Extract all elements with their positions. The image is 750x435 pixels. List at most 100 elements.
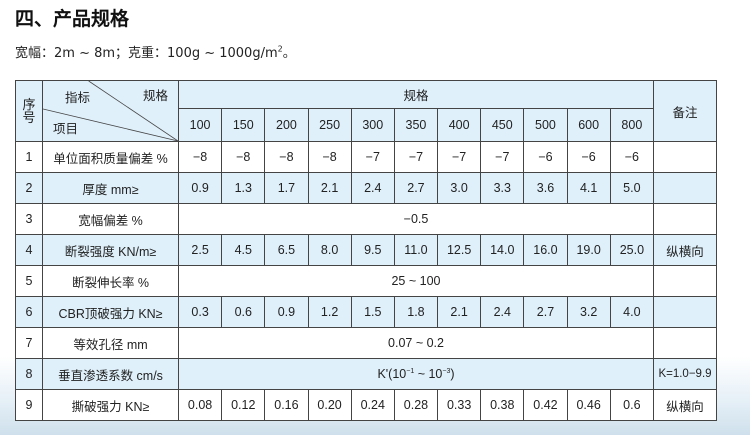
value-cell: 1.5	[350, 296, 395, 328]
diagonal-lines	[43, 81, 178, 141]
value-cell: 3.0	[437, 172, 482, 204]
item-label: 项目	[53, 122, 79, 136]
merged-value-cell: 0.07 ~ 0.2	[178, 327, 654, 359]
header-row: 序号 指标 规格 项目 规格 备注	[15, 79, 717, 142]
remark-cell	[653, 172, 717, 204]
value-cell: 25.0	[609, 234, 655, 266]
value-cell: 2.7	[523, 296, 568, 328]
value-cell: 2.1	[307, 172, 352, 204]
value-cell: 0.20	[307, 389, 352, 421]
value-cell: 0.28	[393, 389, 439, 421]
row-number: 5	[15, 265, 43, 297]
spec-group-header: 规格	[178, 79, 654, 110]
merged-value-cell: −0.5	[178, 203, 654, 235]
value-cell: 12.5	[437, 234, 482, 266]
summary-sup: 2	[277, 44, 283, 54]
value-cell: −7	[350, 141, 395, 173]
value-cell: −6	[566, 141, 611, 173]
spec-header-cell: 250	[307, 108, 352, 142]
spec-header-cell: 200	[264, 108, 309, 142]
value-cell: 3.2	[566, 296, 611, 328]
remark-cell: 纵横向	[653, 234, 717, 266]
remark-cell	[653, 265, 717, 297]
item-name: 单位面积质量偏差 %	[42, 141, 179, 173]
value-cell: 0.33	[437, 389, 482, 421]
value-cell: 8.0	[307, 234, 352, 266]
item-name: 厚度 mm≥	[42, 172, 179, 204]
spec-header-cell: 150	[221, 108, 266, 142]
value-cell: −8	[264, 141, 309, 173]
spec-table: 序号 指标 规格 项目 规格 备注 100 150 200 250 300 350 400 4…	[15, 79, 717, 421]
section-title: 四、产品规格	[15, 8, 130, 30]
merged-value-cell: K'(10−1 ~ 10−3)	[178, 358, 654, 390]
spec-header-cell: 300	[350, 108, 395, 142]
value-cell: 2.4	[350, 172, 395, 204]
value-cell: 5.0	[609, 172, 655, 204]
value-cell: 2.5	[177, 234, 223, 266]
value-cell: 3.3	[480, 172, 525, 204]
remark-cell	[653, 141, 717, 173]
table-row: 1 单位面积质量偏差 % −8 −8 −8 −8 −7 −7 −7 −7 −6 −6 −6	[15, 141, 717, 173]
corner-header: 指标 规格 项目	[42, 80, 179, 142]
value-part: −1	[406, 367, 415, 375]
table-row: 9 撕破强力 KN≥ 0.08 0.12 0.16 0.20 0.24 0.28 0.33 0.3…	[15, 389, 717, 421]
value-cell: −8	[221, 141, 266, 173]
value-cell: 3.6	[523, 172, 568, 204]
value-cell: 1.2	[307, 296, 352, 328]
value-cell: 0.38	[480, 389, 525, 421]
item-name: 垂直渗透系数 cm/s	[42, 358, 179, 390]
value-cell: 0.6	[221, 296, 266, 328]
table-row: 2 厚度 mm≥ 0.9 1.3 1.7 2.1 2.4 2.7 3.0 3.3 3.6 4.1 5.0	[15, 172, 717, 204]
merged-value-cell: 25 ~ 100	[178, 265, 654, 297]
value-cell: 14.0	[480, 234, 525, 266]
value-cell: −7	[393, 141, 439, 173]
table-row: 5 断裂伸长率 % 25 ~ 100	[15, 265, 717, 297]
value-cell: −7	[437, 141, 482, 173]
value-part: )	[450, 367, 455, 381]
value-cell: 9.5	[350, 234, 395, 266]
value-part: −3	[442, 367, 451, 375]
value-cell: −6	[609, 141, 655, 173]
row-number: 6	[15, 296, 43, 328]
table-row: 3 宽幅偏差 % −0.5	[15, 203, 717, 235]
item-name: 宽幅偏差 %	[42, 203, 179, 235]
value-cell: −7	[480, 141, 525, 173]
spec-header-cell: 450	[480, 108, 525, 142]
value-cell: 6.5	[264, 234, 309, 266]
value-cell: 0.12	[221, 389, 266, 421]
summary-text: 宽幅：2m ~ 8m；克重：100g ~ 1000g/m	[15, 46, 278, 61]
value-cell: 0.9	[264, 296, 309, 328]
spec-row: 100 150 200 250 300 350 400 450 500 600 800	[16, 108, 717, 142]
summary-end: 。	[282, 46, 296, 61]
value-cell: 1.7	[264, 172, 309, 204]
row-number: 4	[15, 234, 43, 266]
row-number: 7	[15, 327, 43, 359]
value-cell: 19.0	[566, 234, 611, 266]
value-cell: 4.0	[609, 296, 655, 328]
remark-cell	[653, 296, 717, 328]
row-number: 8	[15, 358, 43, 390]
value-cell: 0.08	[177, 389, 223, 421]
item-name: CBR顶破强力 KN≥	[42, 296, 179, 328]
item-name: 撕破强力 KN≥	[42, 389, 179, 421]
item-name: 断裂伸长率 %	[42, 265, 179, 297]
value-cell: 16.0	[523, 234, 568, 266]
item-name: 等效孔径 mm	[42, 327, 179, 359]
value-cell: 2.4	[480, 296, 525, 328]
seq-header: 序号	[15, 80, 43, 142]
value-cell: 4.5	[221, 234, 266, 266]
value-part: K'(10	[377, 367, 407, 381]
remark-header: 备注	[653, 80, 717, 142]
value-cell: 4.1	[566, 172, 611, 204]
spec-header-cell: 500	[523, 108, 568, 142]
remark-cell	[653, 203, 717, 235]
spec-label: 规格	[142, 89, 168, 103]
row-number: 1	[15, 141, 43, 173]
value-cell: 0.46	[566, 389, 611, 421]
spec-header-cell: 600	[566, 108, 611, 142]
spec-header-cell: 400	[437, 108, 482, 142]
value-cell: 0.24	[350, 389, 395, 421]
remark-cell: 纵横向	[653, 389, 717, 421]
spec-header-cell: 100	[177, 108, 223, 142]
spec-summary: 宽幅：2m ~ 8m；克重：100g ~ 1000g/m2。	[15, 42, 296, 61]
